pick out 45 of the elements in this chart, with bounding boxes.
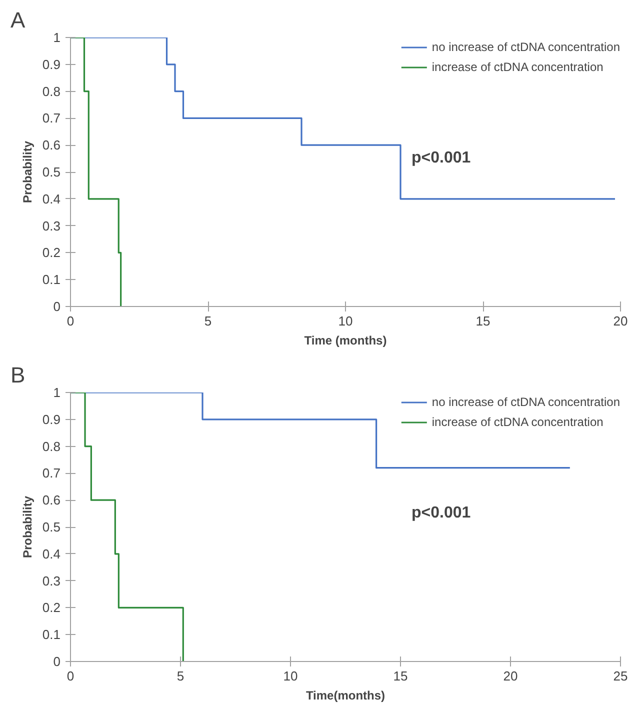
y-axis-title: Probability xyxy=(20,140,34,204)
x-tick-label: 10 xyxy=(338,314,353,328)
x-tick-label: 15 xyxy=(476,314,490,328)
x-tick-label: 25 xyxy=(613,668,628,684)
y-tick-label: 0.9 xyxy=(42,412,61,427)
y-tick-label: 0.4 xyxy=(42,191,61,206)
legend-label: no increase of ctDNA concentration xyxy=(432,40,620,54)
legend-label: increase of ctDNA concentration xyxy=(432,415,604,429)
y-tick-label: 0.1 xyxy=(42,627,61,642)
y-tick-label: 0.8 xyxy=(42,438,61,454)
y-tick-label: 0 xyxy=(53,654,61,669)
chart-title: A xyxy=(10,8,26,32)
y-tick-label: 0.6 xyxy=(42,492,61,508)
y-tick-label: 0.4 xyxy=(42,546,61,562)
y-tick-label: 1 xyxy=(53,385,61,400)
x-axis-title: Time (months) xyxy=(304,334,387,348)
y-tick-label: 0.1 xyxy=(42,272,61,288)
x-tick-label: 20 xyxy=(613,314,628,328)
y-tick-label: 0.5 xyxy=(42,520,61,534)
y-tick-label: 0 xyxy=(53,299,61,314)
y-tick-label: 1 xyxy=(53,30,61,45)
y-tick-label: 0.9 xyxy=(42,56,61,72)
annotation: p<0.001 xyxy=(412,150,471,167)
x-tick-label: 0 xyxy=(66,668,74,684)
x-tick-label: 5 xyxy=(176,668,184,684)
y-tick-label: 0.8 xyxy=(42,84,61,99)
x-tick-label: 5 xyxy=(204,314,212,328)
y-tick-label: 0.7 xyxy=(42,110,61,126)
chart-title: B xyxy=(10,362,26,388)
y-tick-label: 0.3 xyxy=(42,573,61,588)
x-tick-label: 10 xyxy=(283,668,298,684)
y-tick-label: 0.2 xyxy=(42,245,61,260)
y-tick-label: 0.5 xyxy=(42,164,61,180)
y-axis-title: Probability xyxy=(20,496,34,558)
x-tick-label: 15 xyxy=(393,668,408,684)
y-tick-label: 0.6 xyxy=(42,138,61,153)
y-tick-label: 0.3 xyxy=(42,218,61,234)
legend-label: increase of ctDNA concentration xyxy=(432,60,604,74)
annotation: p<0.001 xyxy=(412,504,471,522)
legend-label: no increase of ctDNA concentration xyxy=(432,395,620,409)
y-tick-label: 0.2 xyxy=(42,600,61,616)
x-tick-label: 20 xyxy=(503,668,518,684)
x-tick-label: 0 xyxy=(66,314,74,328)
y-tick-label: 0.7 xyxy=(42,466,61,481)
x-axis-title: Time(months) xyxy=(306,688,386,702)
